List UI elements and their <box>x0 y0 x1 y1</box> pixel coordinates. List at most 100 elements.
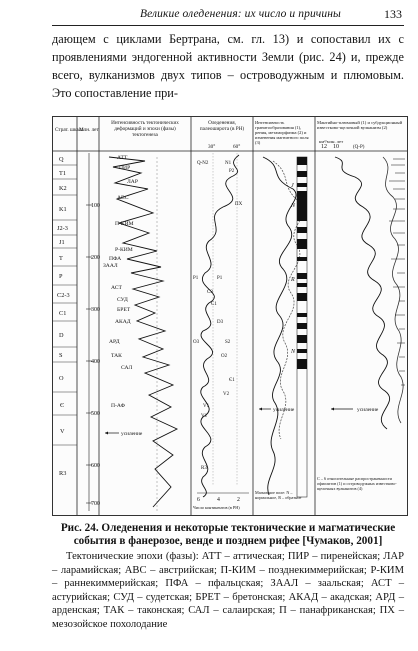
strat-j23: J2-3 <box>57 225 68 232</box>
strat-v: V <box>60 428 65 435</box>
lat-tick-60: 60° <box>233 143 240 150</box>
phase-sud: СУД <box>117 297 128 303</box>
phase-zaal: ЗААЛ <box>103 263 118 269</box>
age-600: 600 <box>91 463 100 469</box>
mantle-volcanism-curve-1 <box>334 156 391 430</box>
figure-caption: Рис. 24. Оледенения и некоторые тектонич… <box>60 522 396 547</box>
mantle-tick-10: 10 <box>333 144 339 150</box>
mantle-arrow-head <box>331 407 334 411</box>
age-scale: 100 200 300 400 500 600 700 <box>86 153 100 511</box>
glac-v1b: V1 <box>201 414 208 419</box>
strat-s: S <box>59 352 63 359</box>
legend-paragraph: Тектонические эпохи (фазы): АТТ – аттиче… <box>52 551 404 630</box>
mantle-volcanism-curve-2 <box>382 156 404 424</box>
continents-tick-6: 6 <box>197 497 200 503</box>
strat-t1: T1 <box>59 170 66 177</box>
strat-cambrian: Є <box>60 402 64 409</box>
header-tectonic-box: Интенсивность тектонических деформаций и… <box>111 120 179 138</box>
mag-n2: N <box>290 349 296 355</box>
mantle-legend-box: С – 6 относительные распространенности о… <box>317 477 397 491</box>
glac-c3: C3 <box>207 290 213 295</box>
age-300: 300 <box>91 307 100 313</box>
running-title: Великие оледенения: их число и причины <box>140 8 341 20</box>
mantle-arrow-label: усиление <box>357 407 379 413</box>
tectonic-arrow-head <box>105 431 108 435</box>
granite-legend-box: Магнитное поле: N – нормальное, R – обра… <box>255 491 302 500</box>
strat-k2: K2 <box>59 185 67 192</box>
continents-tick-2: 2 <box>237 497 240 503</box>
glac-r3: R3 <box>201 466 207 471</box>
phase-bret: БРЕТ <box>117 307 131 313</box>
figure-24: Страт. шкала Млн. лет Интенсивность тект… <box>52 116 408 516</box>
continents-axis-ticks: 6 4 2 <box>197 497 240 503</box>
glaciation-labels: Q-N2 N1 P2 ПХ P1 P1 C3 C1 D3 O3 S2 O2 Є1… <box>193 161 243 471</box>
glac-qn: Q-N2 <box>197 161 209 166</box>
mantle-legend: С – 6 относительные распространенности о… <box>317 477 397 491</box>
lat-tick-30: 30° <box>208 143 215 150</box>
figure-legend: Тектонические эпохи (фазы): АТТ – аттиче… <box>52 550 404 632</box>
mag-r: R <box>290 277 295 283</box>
magnetic-field-labels: J N R N <box>290 183 296 355</box>
strat-c23: C2-3 <box>57 292 70 299</box>
glac-v1a: V1 <box>203 404 210 409</box>
glac-n1: N1 <box>225 161 232 166</box>
page-number: 133 <box>384 7 402 21</box>
glac-e1: Є1 <box>229 378 235 383</box>
glac-c1: C1 <box>211 302 217 307</box>
glaciation-latitude-curve <box>200 154 240 498</box>
mag-j: J <box>291 183 294 189</box>
phase-p-kim: П-КИМ <box>115 221 134 227</box>
age-100: 100 <box>91 203 100 209</box>
granite-arrow-head <box>259 407 262 411</box>
strat-d: D <box>59 332 64 339</box>
glac-p1a: P1 <box>193 276 199 281</box>
phase-pfa: ПФА <box>109 256 121 262</box>
strat-o: O <box>59 375 64 382</box>
mag-n1: N <box>290 203 296 209</box>
strat-t: T <box>59 255 63 262</box>
phase-p-af: П-АФ <box>111 403 126 409</box>
strat-scale: Q T1 K2 K1 J2-3 J1 T P C2-3 C1 <box>53 156 77 477</box>
tectonic-arrow-label: усиление <box>121 431 143 437</box>
glac-p2: P2 <box>229 169 235 174</box>
glac-o3: O3 <box>193 340 200 345</box>
granite-legend: Магнитное поле: N – нормальное, R – обра… <box>255 491 302 500</box>
phase-tak: ТАК <box>111 353 122 359</box>
mantle-hatching <box>389 158 405 386</box>
glac-s2: S2 <box>225 340 231 345</box>
continents-tick-4: 4 <box>217 497 220 503</box>
glac-o2: O2 <box>221 354 228 359</box>
strat-j1: J1 <box>59 239 65 246</box>
magnetic-polarity-fills <box>297 157 307 369</box>
phase-avs: АВС <box>117 195 129 201</box>
header-age: Млн. лет <box>79 127 99 133</box>
phase-akad: АКАД <box>115 319 131 325</box>
header-glaciation-box: Оледенения, палеоширота (в РН) <box>199 120 245 132</box>
phase-r-kim: Р-КИМ <box>115 247 133 253</box>
mantle-qp: (Q-P) <box>353 145 365 150</box>
glac-px: ПХ <box>235 202 243 207</box>
strat-c1: C1 <box>59 310 66 317</box>
header-mantle: Мантийно-плюмовый (1) и субдукционный из… <box>317 120 403 131</box>
age-700: 700 <box>91 501 100 507</box>
strat-r3: R3 <box>59 470 66 477</box>
phase-lar: ЛАР <box>127 179 138 185</box>
tectonic-phase-labels: АТТ ПИР ЛАР АВС П-КИМ Р-КИМ ПФА ЗААЛ АСТ… <box>103 155 138 409</box>
column-separators <box>53 117 407 515</box>
column-headers: Страт. шкала Млн. лет Интенсивность тект… <box>55 120 403 150</box>
phase-pir: ПИР <box>119 165 130 171</box>
glac-p1b: P1 <box>217 276 223 281</box>
phase-ast: АСТ <box>111 285 122 291</box>
strat-p: P <box>59 273 63 280</box>
header-glaciation: Оледенения, палеоширота (в РН) <box>199 120 245 132</box>
phase-att: АТТ <box>117 155 128 161</box>
mantle-unit: км³/млн. лет <box>319 139 343 144</box>
header-mantle-box: Мантийно-плюмовый (1) и субдукционный из… <box>317 120 403 131</box>
body-paragraph: дающем с циклами Бертрана, см. гл. 13) и… <box>52 32 404 100</box>
running-header: Великие оледенения: их число и причины 1… <box>52 7 404 26</box>
figure-svg: Страт. шкала Млн. лет Интенсивность тект… <box>53 117 407 515</box>
granite-arrow-label: усиление <box>273 407 295 413</box>
header-granite: Интенсивность гранитообразования (1), ре… <box>255 120 309 145</box>
continents-axis-label: Число континентов (в РН) <box>193 505 240 510</box>
